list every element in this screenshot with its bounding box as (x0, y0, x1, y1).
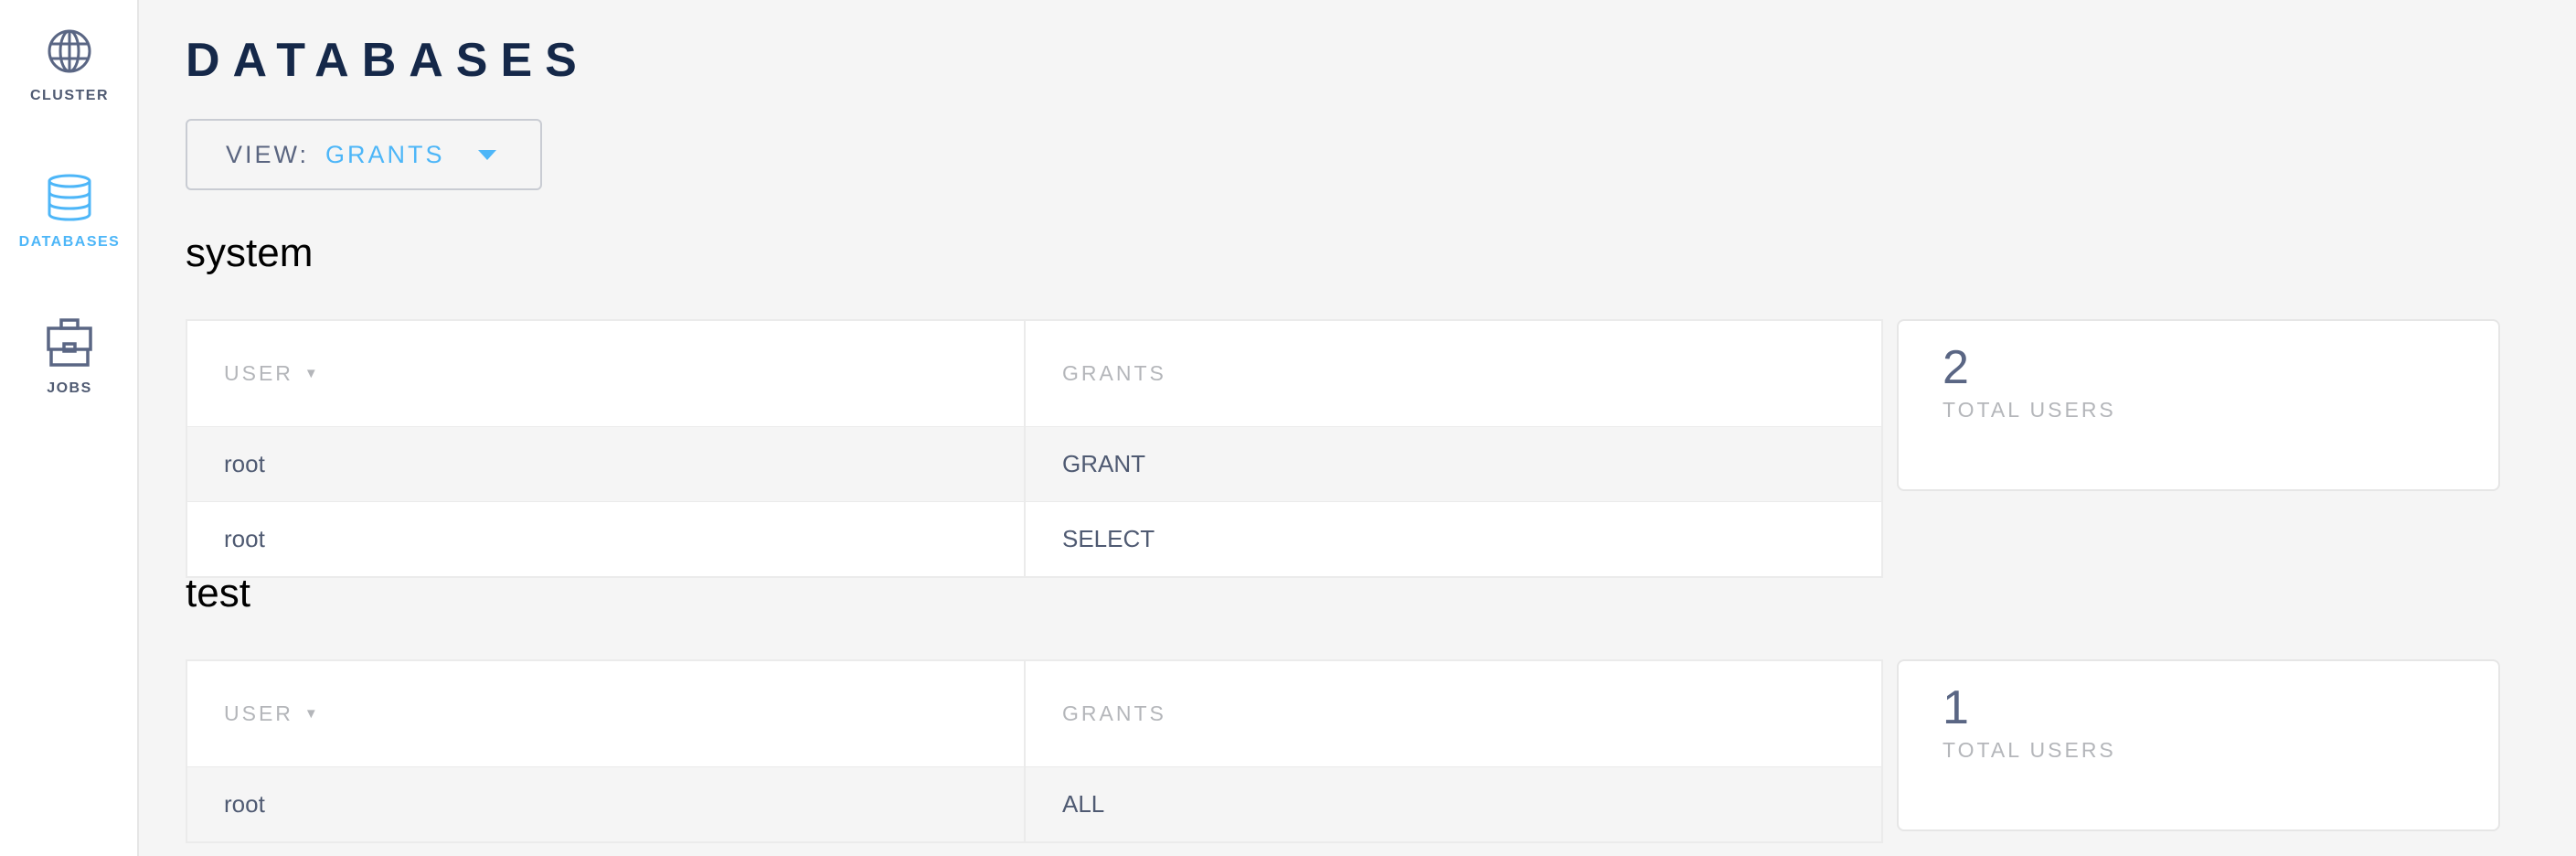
database-icon (48, 174, 91, 221)
column-header-grants: GRANTS (1026, 661, 1881, 766)
sidebar-item-label: CLUSTER (29, 88, 110, 103)
user-cell: root (187, 502, 1026, 576)
column-label: GRANTS (1062, 701, 1166, 725)
sidebar-item-jobs[interactable]: JOBS (0, 318, 139, 397)
total-users-label: TOTAL USERS (1943, 398, 2116, 422)
database-name: system (186, 230, 314, 275)
sidebar-item-cluster[interactable]: CLUSTER (0, 27, 139, 104)
column-label: USER (224, 701, 293, 725)
grant-cell: ALL (1062, 790, 1105, 818)
sort-caret-icon: ▼ (303, 366, 321, 381)
table-header: USER ▼ GRANTS (187, 661, 1881, 766)
column-label: GRANTS (1062, 361, 1166, 385)
total-users-card: 1 TOTAL USERS (1897, 659, 2500, 831)
total-users-count: 2 (1943, 341, 1969, 394)
grant-cell: GRANT (1062, 450, 1145, 477)
view-value: GRANTS (325, 140, 445, 168)
caret-down-icon (477, 149, 496, 160)
page-title: DATABASES (186, 34, 590, 87)
grant-cell: SELECT (1062, 525, 1155, 552)
view-dropdown[interactable]: VIEW: GRANTS (186, 119, 542, 190)
total-users-count: 1 (1943, 681, 1969, 734)
sort-caret-icon: ▼ (303, 706, 321, 722)
grants-table: USER ▼ GRANTS root GRANT root SELECT (186, 319, 1883, 578)
view-label: VIEW: (226, 140, 310, 168)
table-header: USER ▼ GRANTS (187, 321, 1881, 426)
table-row: root SELECT (187, 501, 1881, 576)
globe-icon (48, 29, 91, 73)
column-label: USER (224, 361, 293, 385)
sidebar: CLUSTER DATABASES JOBS (0, 0, 139, 856)
sidebar-item-databases[interactable]: DATABASES (0, 174, 139, 251)
user-cell: root (187, 767, 1026, 841)
briefcase-icon (47, 318, 92, 367)
user-cell: root (187, 427, 1026, 501)
column-header-grants: GRANTS (1026, 321, 1881, 426)
table-row: root ALL (187, 766, 1881, 841)
total-users-label: TOTAL USERS (1943, 738, 2116, 762)
sidebar-item-label: DATABASES (18, 234, 121, 250)
database-name: test (186, 571, 250, 615)
total-users-card: 2 TOTAL USERS (1897, 319, 2500, 491)
column-header-user[interactable]: USER ▼ (187, 661, 1026, 766)
column-header-user[interactable]: USER ▼ (187, 321, 1026, 426)
table-row: root GRANT (187, 426, 1881, 501)
sidebar-item-label: JOBS (47, 380, 92, 396)
grants-table: USER ▼ GRANTS root ALL (186, 659, 1883, 843)
